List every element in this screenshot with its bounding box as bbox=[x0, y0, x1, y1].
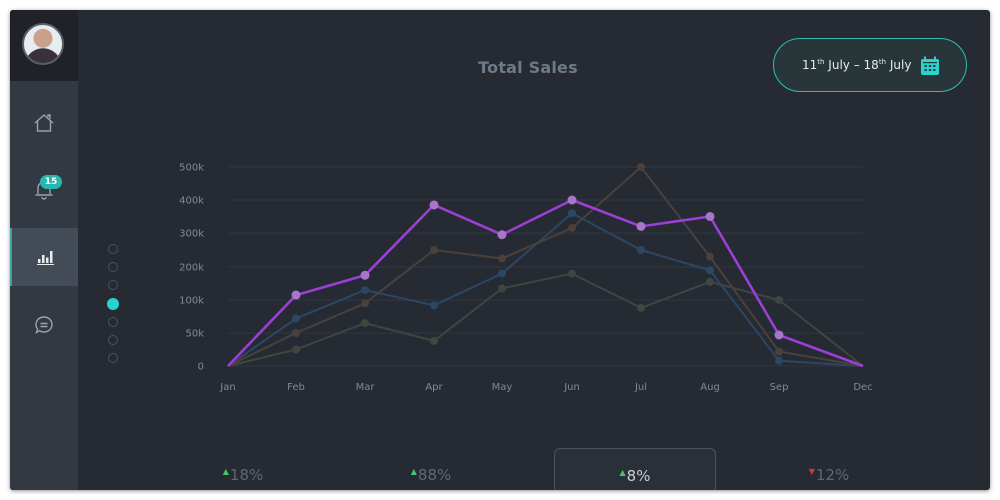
svg-text:Aug: Aug bbox=[700, 382, 720, 393]
svg-text:Mar: Mar bbox=[356, 382, 376, 393]
sidebar: 15 bbox=[10, 10, 78, 490]
home-icon bbox=[34, 114, 54, 132]
stat-card-2[interactable]: ▲88% bbox=[350, 448, 512, 490]
page-dot-1[interactable] bbox=[108, 244, 118, 254]
svg-text:Jun: Jun bbox=[563, 382, 580, 393]
stat-card-4[interactable]: ▼12% bbox=[748, 448, 910, 490]
date-range-button[interactable]: 11th July – 18th July bbox=[773, 38, 967, 92]
page-dot-5[interactable] bbox=[108, 317, 118, 327]
svg-text:500k: 500k bbox=[179, 163, 204, 174]
svg-text:Jan: Jan bbox=[219, 382, 235, 393]
svg-text:Sep: Sep bbox=[770, 382, 789, 393]
page-dot-6[interactable] bbox=[108, 335, 118, 345]
date-range-label: 11th July – 18th July bbox=[802, 58, 912, 72]
page-indicator bbox=[106, 244, 120, 371]
svg-text:100k: 100k bbox=[179, 296, 204, 307]
page-dot-2[interactable] bbox=[108, 262, 118, 272]
stat-value: ▼12% bbox=[808, 466, 850, 484]
svg-text:Jul: Jul bbox=[634, 382, 647, 393]
stat-value: ▲8% bbox=[619, 467, 651, 485]
trend-up-icon: ▲ bbox=[619, 468, 626, 477]
svg-text:May: May bbox=[492, 382, 513, 393]
avatar-cell bbox=[10, 10, 78, 81]
svg-text:Dec: Dec bbox=[853, 382, 872, 393]
calendar-icon bbox=[921, 56, 939, 75]
svg-text:Feb: Feb bbox=[287, 382, 305, 393]
svg-text:200k: 200k bbox=[179, 263, 204, 274]
sidebar-item-messages[interactable] bbox=[10, 296, 78, 354]
dashboard-window: 15 Total Sales 11th July – 18th July bbox=[10, 10, 990, 490]
trend-up-icon: ▲ bbox=[410, 467, 417, 476]
svg-text:Apr: Apr bbox=[425, 382, 443, 393]
svg-text:50k: 50k bbox=[185, 329, 204, 340]
sidebar-item-analytics[interactable] bbox=[10, 228, 78, 286]
chat-icon bbox=[35, 316, 53, 335]
stat-value: ▲18% bbox=[222, 466, 264, 484]
page-dot-4-active[interactable] bbox=[107, 298, 119, 310]
page-title: Total Sales bbox=[478, 58, 578, 77]
stat-card-1[interactable]: ▲18% bbox=[162, 448, 324, 490]
sales-line-chart: 0 50k 100k 200k 300k 400k 500k Jan Feb Mar Apr May J… bbox=[179, 163, 873, 394]
trend-up-icon: ▲ bbox=[222, 467, 229, 476]
stat-card-3-active[interactable]: ▲8% bbox=[554, 448, 716, 490]
svg-text:400k: 400k bbox=[179, 196, 204, 207]
notification-badge: 15 bbox=[40, 175, 62, 189]
bar-chart-icon bbox=[37, 251, 54, 265]
sidebar-item-home[interactable] bbox=[10, 94, 78, 152]
svg-text:0: 0 bbox=[198, 362, 204, 373]
avatar[interactable] bbox=[22, 23, 64, 65]
svg-text:300k: 300k bbox=[179, 229, 204, 240]
page-dot-7[interactable] bbox=[108, 353, 118, 363]
stat-value: ▲88% bbox=[410, 466, 452, 484]
page-dot-3[interactable] bbox=[108, 280, 118, 290]
trend-down-icon: ▼ bbox=[808, 467, 815, 476]
